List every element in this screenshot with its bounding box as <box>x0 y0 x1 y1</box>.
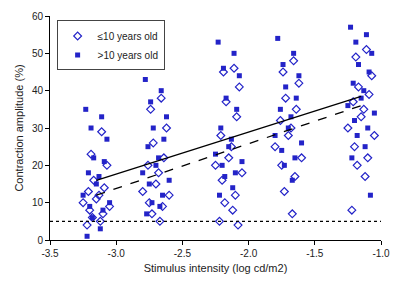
svg-text:10: 10 <box>32 197 44 208</box>
svg-text:-2.5: -2.5 <box>174 248 192 259</box>
svg-text:20: 20 <box>32 160 44 171</box>
svg-text:-2.0: -2.0 <box>240 248 258 259</box>
svg-text:-3.0: -3.0 <box>108 248 126 259</box>
svg-text:Stimulus intensity (log cd/m2): Stimulus intensity (log cd/m2) <box>144 262 288 274</box>
svg-text:-3.5: -3.5 <box>41 248 59 259</box>
svg-text:-1.0: -1.0 <box>372 248 390 259</box>
svg-text:30: 30 <box>32 123 44 134</box>
svg-text:-1.5: -1.5 <box>306 248 324 259</box>
svg-text:60: 60 <box>32 11 44 22</box>
svg-text:50: 50 <box>32 48 44 59</box>
svg-text:Contraction amplitude (%): Contraction amplitude (%) <box>13 64 25 191</box>
svg-text:≤10 years old: ≤10 years old <box>98 31 158 42</box>
svg-text:40: 40 <box>32 85 44 96</box>
svg-text:0: 0 <box>37 235 43 246</box>
svg-text:>10 years old: >10 years old <box>98 50 158 61</box>
